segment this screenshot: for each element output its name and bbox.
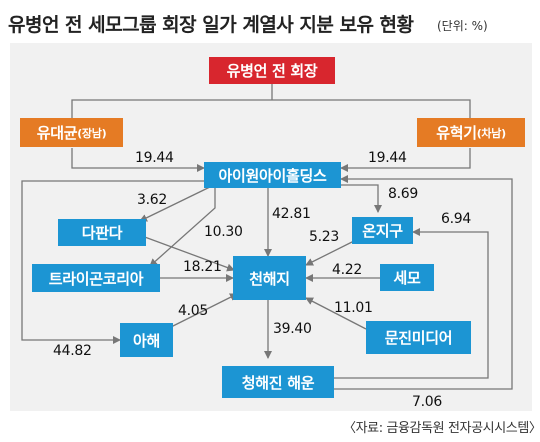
node-cheonhaeji: 천해지: [233, 256, 306, 300]
arrow-chonghaejin-holdings: [334, 175, 513, 390]
node-chairman: 유병언 전 회장: [209, 57, 335, 84]
edge-holdings-dapanda: 3.62: [137, 192, 167, 208]
arrow-ahae-cheonhaeji: [164, 293, 238, 331]
son2-name: 유혁기: [436, 124, 477, 142]
arrow-onjigu-cheonhaeji: [305, 240, 355, 266]
unit-label: (단위: %): [437, 19, 488, 33]
node-munjin: 문진미디어: [366, 321, 471, 354]
node-son1: 유대균 (장남): [20, 118, 123, 147]
node-ahae: 아해: [120, 323, 173, 357]
line-chairman-sons: [71, 84, 471, 118]
arrow-chonghaejin-onjigu: [334, 228, 489, 379]
node-triangle: 트라이곤코리아: [32, 264, 160, 292]
node-holdings: 아이원아이홀딩스: [204, 162, 341, 188]
node-chonghaejin: 청해진 해운: [222, 366, 334, 398]
arrow-son1-holdings: [71, 148, 205, 172]
edge-chonghaejin-holdings: 7.06: [412, 394, 442, 410]
edge-semo-cheonhaeji: 4.22: [332, 262, 362, 278]
edge-ahae-cheonhaeji: 4.05: [178, 303, 208, 319]
son1-name: 유대균: [36, 124, 78, 142]
arrow-munjin-cheonhaeji: [305, 297, 367, 330]
son2-role: (차남): [476, 126, 506, 140]
edge-cheonhaeji-chonghaejin: 39.40: [273, 321, 312, 337]
edge-chonghaejin-onjigu: 6.94: [441, 211, 471, 227]
edge-son2-holdings: 19.44: [368, 150, 407, 166]
edge-holdings-ahae: 44.82: [53, 343, 92, 359]
edge-munjin-cheonhaeji: 11.01: [334, 300, 373, 316]
arrow-holdings-ahae: [21, 180, 204, 344]
source-note: 〈자료: 금융감독원 전자공시시스템〉: [343, 421, 540, 436]
node-dapanda: 다판다: [58, 219, 146, 246]
edge-holdings-onjigu: 8.69: [388, 186, 418, 202]
arrow-holdings-dapanda: [139, 184, 215, 222]
node-son2: 유혁기 (차남): [417, 118, 525, 147]
node-semo: 세모: [380, 264, 434, 291]
edge-son1-holdings: 19.44: [135, 150, 174, 166]
edge-onjigu-cheonhaeji: 5.23: [309, 229, 339, 245]
diagram-title: 유병언 전 세모그룹 회장 일가 계열사 지분 보유 현황: [8, 14, 414, 36]
node-onjigu: 온지구: [352, 217, 413, 244]
son1-role: (장남): [77, 126, 107, 140]
arrow-holdings-onjigu: [340, 184, 382, 213]
arrow-dapanda-cheonhaeji: [141, 235, 235, 272]
edge-triangle-cheonhaeji: 18.21: [183, 259, 222, 275]
edge-holdings-cheonhaeji: 42.81: [272, 206, 311, 222]
arrow-son2-holdings: [340, 148, 471, 172]
edge-holdings-triangle: 10.30: [204, 224, 243, 240]
